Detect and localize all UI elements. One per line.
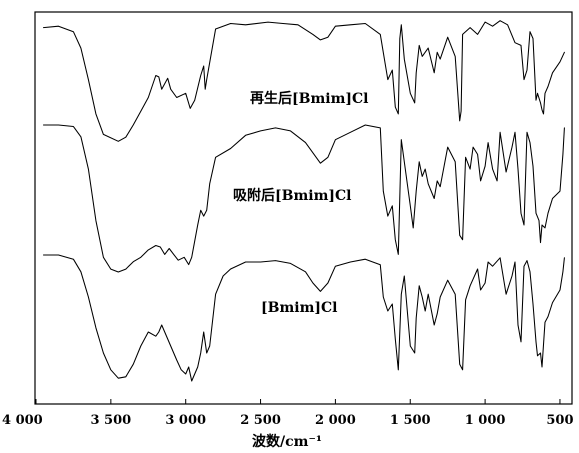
x-axis-ticks: 4 000 3 500 3 000 2 500 2 000 1 500 1 000 500 [2,399,574,428]
series-label-regenerated: 再生后[Bmim]Cl [250,90,369,107]
spectrum-line [42,20,565,142]
x-tick-label: 2 500 [240,413,281,428]
plot-frame [34,11,573,405]
series-label-after-adsorption: 吸附后[Bmim]Cl [233,187,352,204]
x-tick-label: 3 000 [165,413,206,428]
x-tick-label: 4 000 [2,413,43,428]
spectrum-line [42,254,565,382]
x-tick-label: 1 500 [390,413,431,428]
spectrum-line [42,124,565,273]
x-tick-label: 1 000 [465,413,506,428]
x-tick-label: 3 500 [90,413,131,428]
series-label-bmimcl: [Bmim]Cl [261,300,338,316]
x-tick-label: 2 000 [315,413,356,428]
x-axis-label: 波数/cm⁻¹ [252,433,322,450]
x-tick-label: 500 [546,413,573,428]
spectrum-traces [42,20,565,382]
